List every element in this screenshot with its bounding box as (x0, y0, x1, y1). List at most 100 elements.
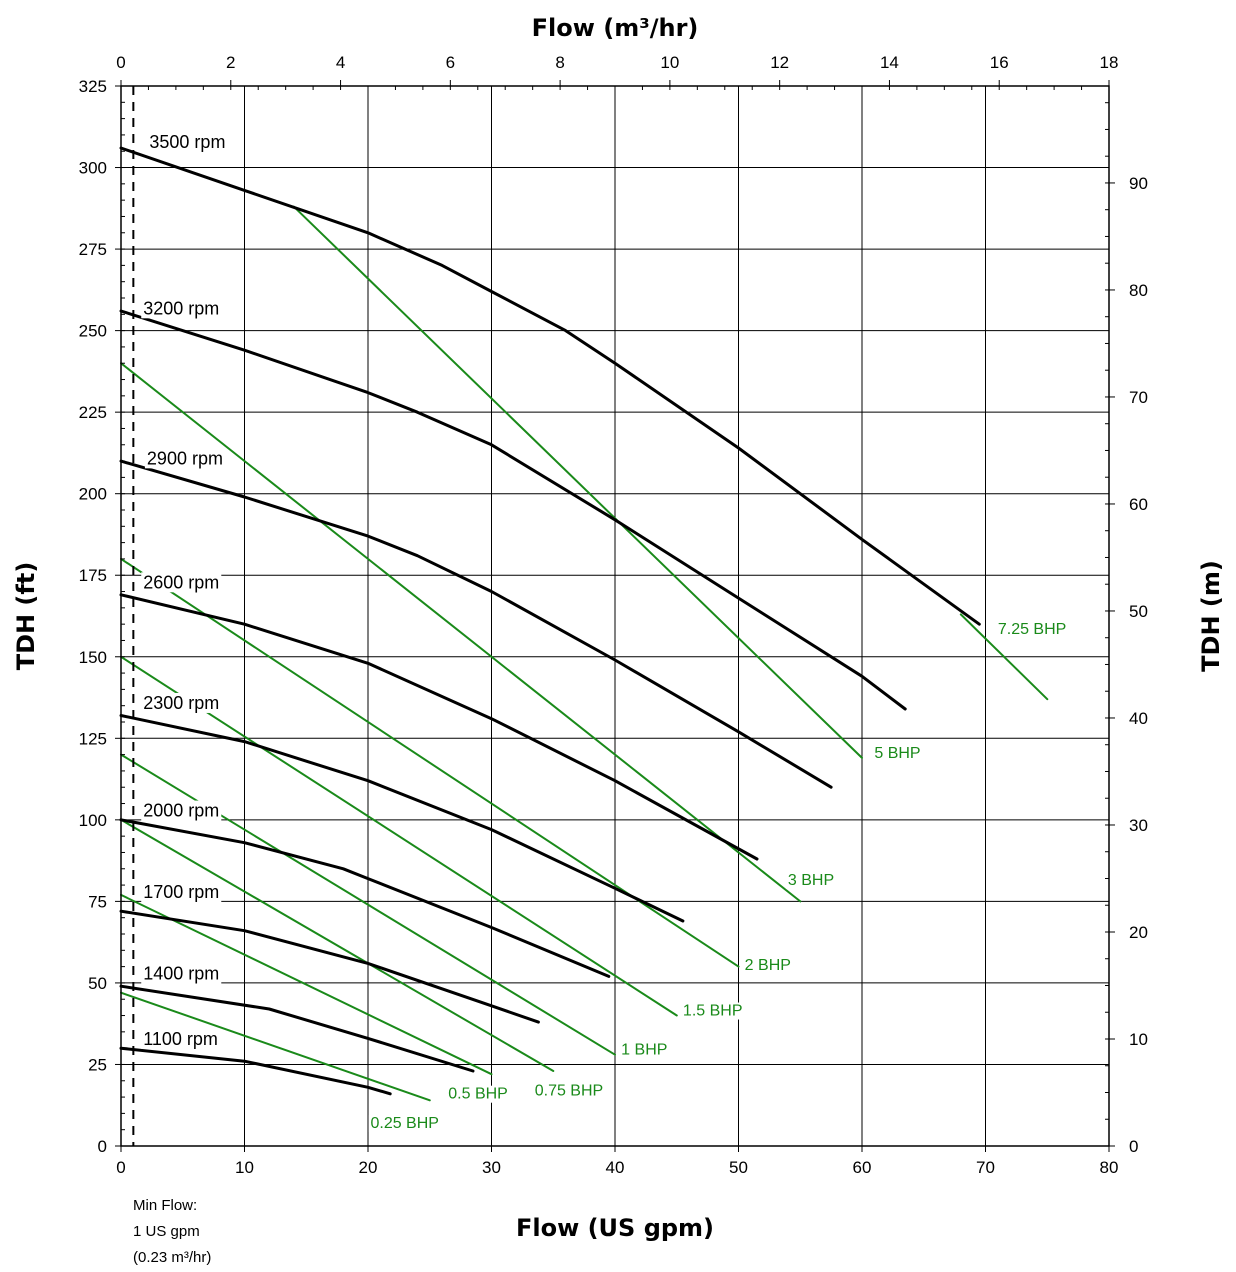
y-tick-label: 125 (79, 729, 107, 748)
x2-tick-label: 8 (555, 53, 564, 72)
x2-tick-label: 0 (116, 53, 125, 72)
series-line-7-25-bhp (959, 613, 1049, 701)
series-line-1-5-bhp (120, 655, 678, 1017)
y-tick-label: 175 (79, 566, 107, 585)
axis-ticks: 0 10 20 30 40 50 60 70 8002550751001251501752002… (79, 53, 1148, 1177)
series-line-1100-rpm (119, 1046, 392, 1096)
y2-tick-label: 10 (1129, 1030, 1148, 1049)
series-label-1400-rpm: 1400 rpm (143, 964, 219, 984)
series-line-0-75-bhp (120, 818, 555, 1072)
series-label-3-bhp: 3 BHP (788, 872, 834, 889)
x2-tick-label: 14 (880, 53, 899, 72)
series-label-background (785, 872, 837, 890)
series-label-1-5-bhp: 1.5 BHP (683, 1003, 743, 1020)
series-line-5-bhp (292, 205, 863, 759)
series-label-background (995, 620, 1069, 638)
x-tick-label: 60 (853, 1158, 872, 1177)
x-tick-label: 80 (1100, 1158, 1119, 1177)
x2-tick-label: 18 (1100, 53, 1119, 72)
series-line-3-bhp (120, 362, 802, 903)
min-flow-note-line-3: (0.23 m³/hr) (133, 1249, 211, 1266)
x-axis-title-bottom: Flow (US gpm) (516, 1214, 714, 1242)
y2-tick-label: 30 (1129, 816, 1148, 835)
x2-tick-label: 2 (226, 53, 235, 72)
x-tick-label: 30 (482, 1158, 501, 1177)
series-label-2-bhp: 2 BHP (745, 957, 791, 974)
y-tick-label: 150 (79, 648, 107, 667)
series-label-background (141, 692, 222, 713)
curve-labels: 3500 rpm 3200 rpm 2900 rpm 2600 rpm 2300 rpm… (141, 131, 1069, 1133)
x2-tick-label: 10 (660, 53, 679, 72)
series-line-2900-rpm (119, 459, 833, 789)
y2-tick-label: 20 (1129, 923, 1148, 942)
y2-tick-label: 0 (1129, 1137, 1138, 1156)
series-label-1700-rpm: 1700 rpm (143, 882, 219, 902)
series-label-background (368, 1115, 441, 1133)
series-label-background (141, 882, 222, 903)
y2-tick-label: 80 (1129, 281, 1148, 300)
series-label-0-5-bhp: 0.5 BHP (448, 1086, 508, 1103)
series-label-0-75-bhp: 0.75 BHP (535, 1082, 603, 1099)
series-line-1400-rpm (119, 984, 475, 1073)
series-label-2300-rpm: 2300 rpm (143, 693, 219, 713)
y-tick-label: 75 (88, 892, 107, 911)
series-label-1-bhp: 1 BHP (621, 1042, 667, 1059)
series-label-background (141, 1028, 220, 1049)
series-line-2600-rpm (119, 593, 759, 861)
gridlines (121, 86, 1109, 1146)
y-tick-label: 25 (88, 1055, 107, 1074)
x2-tick-label: 16 (990, 53, 1009, 72)
x-tick-label: 10 (235, 1158, 254, 1177)
y-tick-label: 325 (79, 77, 107, 96)
x2-tick-label: 4 (336, 53, 345, 72)
y-tick-label: 300 (79, 159, 107, 178)
series-line-0-25-bhp (120, 991, 431, 1102)
curves (119, 146, 1049, 1102)
series-line-3200-rpm (119, 309, 907, 711)
x-axis-title-top: Flow (m³/hr) (532, 14, 699, 42)
min-flow-note-line-2: 1 US gpm (133, 1223, 200, 1240)
y2-tick-label: 50 (1129, 602, 1148, 621)
series-label-background (680, 1002, 745, 1020)
series-line-2000-rpm (119, 818, 611, 978)
series-label-1100-rpm: 1100 rpm (143, 1029, 218, 1049)
min-flow-note-line-1: Min Flow: (133, 1197, 197, 1214)
series-label-0-25-bhp: 0.25 BHP (370, 1115, 438, 1132)
y-tick-label: 200 (79, 485, 107, 504)
series-line-0-5-bhp (120, 893, 493, 1076)
series-label-3200-rpm: 3200 rpm (143, 298, 219, 318)
series-label-background (872, 744, 923, 762)
x-tick-label: 40 (606, 1158, 625, 1177)
series-label-7-25-bhp: 7.25 BHP (998, 621, 1066, 638)
series-line-3500-rpm (119, 146, 981, 626)
series-label-5-bhp: 5 BHP (874, 745, 920, 762)
series-label-3500-rpm: 3500 rpm (149, 132, 225, 152)
series-label-background (147, 131, 228, 152)
y2-tick-label: 60 (1129, 495, 1148, 514)
y-tick-label: 50 (88, 974, 107, 993)
y-tick-label: 0 (98, 1137, 107, 1156)
series-label-background (141, 298, 222, 319)
y-axis-title-right: TDH (m) (1197, 560, 1225, 672)
series-label-background (742, 956, 793, 974)
series-label-background (446, 1085, 510, 1103)
y-tick-label: 275 (79, 240, 107, 259)
series-label-background (619, 1041, 670, 1059)
series-line-2300-rpm (119, 714, 685, 923)
x-tick-label: 20 (359, 1158, 378, 1177)
y2-tick-label: 40 (1129, 709, 1148, 728)
x-tick-label: 70 (976, 1158, 995, 1177)
x-tick-label: 0 (116, 1158, 125, 1177)
series-label-background (532, 1082, 606, 1100)
series-label-2900-rpm: 2900 rpm (147, 448, 223, 468)
series-label-2000-rpm: 2000 rpm (143, 801, 219, 821)
series-line-1700-rpm (119, 909, 540, 1024)
y-tick-label: 100 (79, 811, 107, 830)
series-label-background (144, 448, 225, 469)
y-tick-label: 250 (79, 322, 107, 341)
x2-tick-label: 6 (446, 53, 455, 72)
x2-tick-label: 12 (770, 53, 789, 72)
series-label-background (141, 800, 222, 821)
y2-tick-label: 90 (1129, 174, 1148, 193)
